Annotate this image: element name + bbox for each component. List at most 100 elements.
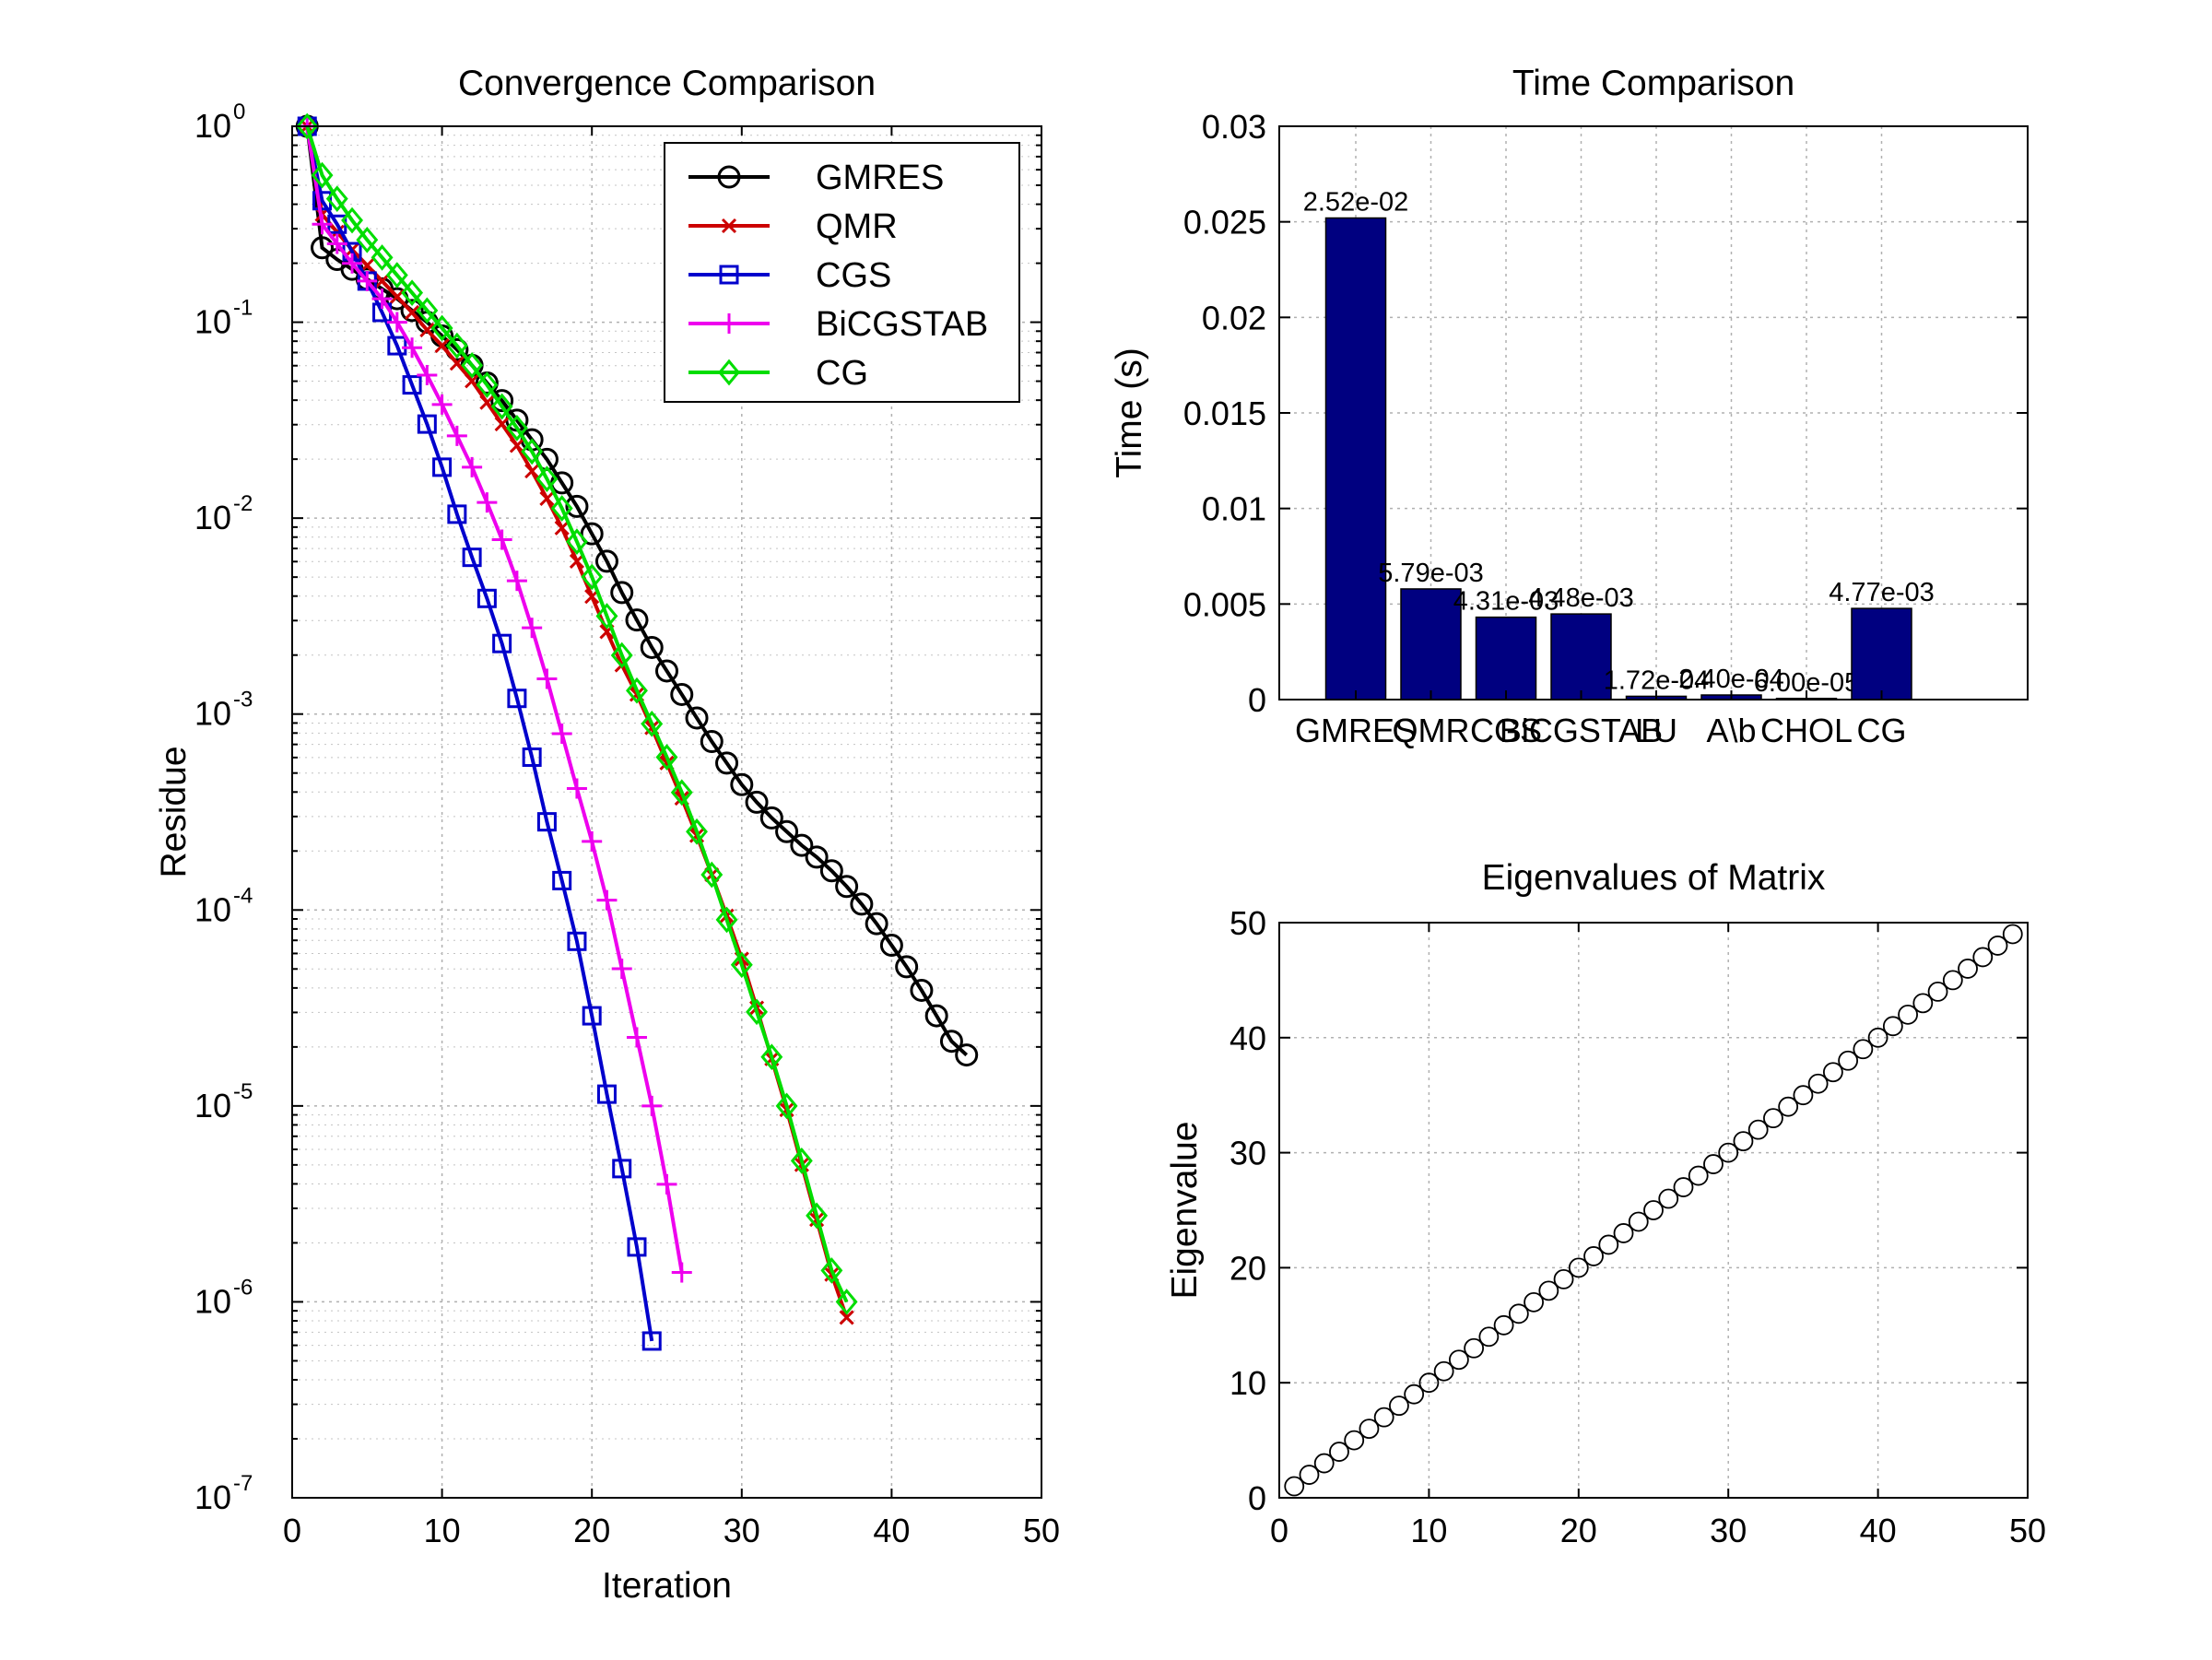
bar-data-label: 2.40e-04	[1678, 665, 1784, 694]
diamond-marker	[595, 603, 618, 630]
bar-cg	[1851, 607, 1912, 700]
x-tick-label: 50	[2009, 1512, 2046, 1549]
eigenvalue-point	[1448, 1349, 1469, 1371]
eigenvalue-point	[1613, 1223, 1634, 1243]
diamond-marker	[835, 1289, 858, 1315]
legend-label: GMRES	[816, 159, 944, 197]
square-marker	[402, 375, 422, 395]
eigenvalue-point	[1643, 1200, 1664, 1220]
y-tick-exponent: -2	[233, 491, 253, 516]
y-tick-label: 10	[194, 695, 231, 733]
eigenvalue-point	[1344, 1430, 1365, 1451]
square-marker	[417, 414, 437, 434]
eigenvalue-point	[1867, 1027, 1888, 1048]
diamond-marker	[461, 351, 484, 379]
square-marker	[719, 265, 739, 285]
y-tick-label: 20	[1230, 1249, 1266, 1287]
eigenvalue-point	[1568, 1257, 1589, 1278]
eigenvalue-point	[1538, 1280, 1559, 1301]
eigenvalue-point	[1373, 1407, 1394, 1428]
eigenvalue-point	[1598, 1234, 1619, 1255]
diamond-marker	[371, 244, 394, 271]
eigenvalue-point	[1793, 1085, 1814, 1106]
circle-marker	[715, 751, 739, 775]
x-category-label: LU	[1635, 712, 1677, 749]
y-tick-label: 30	[1230, 1135, 1266, 1172]
diamond-marker	[790, 1148, 813, 1174]
x-tick-label: 20	[573, 1512, 610, 1549]
bar-data-label: 4.31e-03	[1453, 587, 1559, 617]
diamond-marker	[655, 744, 678, 771]
legend-label: BiCGSTAB	[816, 305, 988, 344]
diamond-marker	[311, 161, 334, 189]
convergence-legend: GMRES QMR CGS BiCGSTAB CG	[664, 142, 1020, 403]
eigenvalue-point	[1508, 1303, 1529, 1324]
diamond-marker	[715, 906, 738, 934]
diamond-marker	[416, 297, 439, 324]
y-tick-label: 0.025	[1183, 204, 1266, 241]
bar-data-label: 2.52e-02	[1303, 188, 1409, 218]
bar-qmr	[1400, 588, 1462, 700]
circle-marker	[580, 522, 604, 546]
circle-marker	[610, 581, 634, 605]
diamond-marker	[535, 465, 559, 492]
eigenvalue-point	[1958, 959, 1978, 979]
square-marker	[447, 504, 467, 524]
square-marker	[432, 457, 453, 477]
x-marker	[524, 464, 540, 479]
y-tick-label: 10	[194, 1087, 231, 1124]
eigenvalue-point	[1778, 1096, 1799, 1117]
square-marker	[567, 931, 587, 951]
square-marker	[492, 633, 512, 653]
square-marker	[507, 689, 527, 709]
circle-marker	[745, 790, 769, 814]
diamond-marker	[730, 951, 753, 979]
x-marker	[405, 304, 420, 321]
bar-data-label: 4.48e-03	[1528, 583, 1634, 613]
eigenvalue-point	[1688, 1165, 1709, 1186]
y-tick-label: 10	[194, 890, 231, 928]
series-cg	[296, 112, 858, 1315]
diamond-marker	[581, 563, 604, 591]
bar-bicgstab	[1550, 613, 1612, 700]
circle-marker	[640, 635, 664, 659]
eigenvalue-point	[1838, 1050, 1859, 1071]
eigenvalue-point	[1673, 1177, 1694, 1197]
x-tick-label: 0	[283, 1512, 301, 1549]
eigenvalue-point	[1583, 1246, 1604, 1266]
x-marker	[554, 520, 570, 536]
diamond-marker	[356, 226, 379, 253]
legend-entry: BiCGSTAB	[688, 305, 988, 344]
x-category-label: CG	[1857, 712, 1907, 749]
eigenvalue-point	[1553, 1268, 1574, 1289]
eigenvalue-point	[1418, 1372, 1440, 1394]
y-tick-label: 0.015	[1183, 394, 1266, 432]
x-marker	[494, 417, 510, 432]
circle-marker	[594, 549, 618, 573]
time-bars: 2.52e-025.79e-034.31e-034.48e-031.72e-04…	[1303, 188, 1935, 701]
x-tick-label: 10	[424, 1512, 461, 1549]
legend-entry: GMRES	[688, 159, 944, 197]
legend-entry: QMR	[688, 207, 898, 246]
x-category-label: QMR	[1393, 712, 1470, 749]
eigenvalue-point	[1284, 1476, 1305, 1497]
square-marker	[582, 1006, 602, 1026]
circle-marker	[717, 165, 741, 189]
eigenvalue-point	[1807, 1073, 1829, 1094]
circle-marker	[625, 608, 649, 632]
circle-marker	[939, 1030, 963, 1054]
convergence-xlabel: Iteration	[602, 1566, 732, 1606]
square-marker	[477, 588, 497, 608]
diamond-marker	[746, 998, 769, 1026]
eigenvalue-point	[1898, 1004, 1918, 1025]
y-tick-label: 10	[194, 107, 231, 145]
diamond-marker	[718, 359, 740, 386]
bar-cgs	[1475, 616, 1537, 700]
circle-marker	[490, 389, 514, 413]
eigenvalue-point	[1882, 1016, 1903, 1037]
x-marker	[465, 373, 480, 389]
y-tick-label: 10	[194, 1282, 231, 1320]
y-tick-label: 0.005	[1183, 585, 1266, 623]
